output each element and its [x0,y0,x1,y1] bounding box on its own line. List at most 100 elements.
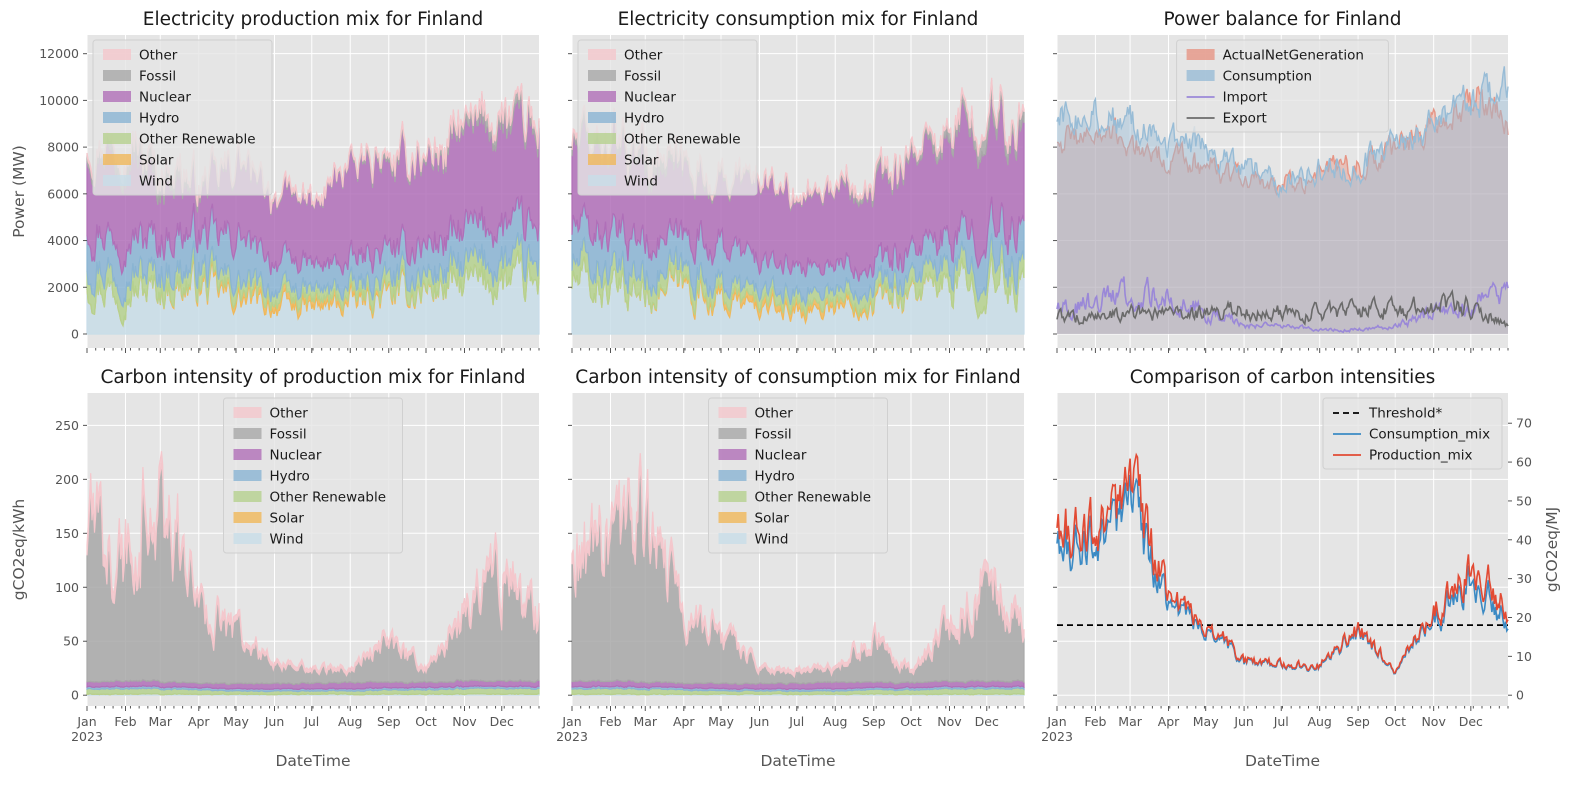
x-tick-label: Aug [823,714,847,729]
legend-label: Wind [755,532,789,548]
x-tick-label: Aug [338,714,362,729]
legend-swatch [103,49,131,60]
x-tick-label: Aug [1307,714,1331,729]
x-tick-label: Nov [937,714,962,729]
legend-swatch [718,470,747,481]
x-tick-label: Feb [1084,714,1106,729]
x-tick-label: Jul [1273,714,1289,729]
legend-label: Solar [139,153,174,169]
legend-swatch [588,70,616,81]
legend-label: Hydro [755,469,795,485]
legend-swatch [718,512,747,523]
legend: ActualNetGeneration Consumption Import Expo… [1176,39,1389,133]
x-tick-label: Oct [1384,714,1406,729]
chart-p5: Carbon intensity of consumption mix for … [556,367,1025,770]
y-tick-label: 0 [71,688,79,703]
x-axis-label: DateTime [1245,752,1320,770]
legend-swatch [233,491,262,502]
legend-swatch [1186,49,1215,60]
x-axis-label: DateTime [761,752,836,770]
legend-label: Other Renewable [624,132,741,148]
legend-label: Wind [270,532,304,548]
line-consumption [1056,66,1509,199]
x-tick-label: Jun [1233,714,1254,729]
legend-box [708,397,888,554]
y2-tick-label: 10 [1516,649,1532,664]
y-tick-label: 200 [55,472,79,487]
line-export [1056,288,1509,328]
legend-swatch [103,112,131,123]
x-tick-label: Sep [862,714,886,729]
legend-swatch [718,533,747,544]
x-tick-label: May [1193,714,1219,729]
y2-axis-label: gCO2eq/MJ [1543,507,1561,592]
legend-label: Other [139,48,178,64]
y2-tick-label: 60 [1516,455,1532,470]
legend-label: Other Renewable [139,132,256,148]
legend-swatch [588,91,616,102]
legend-label: Fossil [270,427,307,443]
y-tick-label: 10000 [39,93,79,108]
legend-label: Consumption [1223,69,1312,85]
legend-label: Other Renewable [270,490,387,506]
chart-title: Comparison of carbon intensities [1130,367,1436,388]
legend-label: Solar [270,511,305,527]
legend-swatch [103,154,131,165]
chart-title: Carbon intensity of production mix for F… [101,367,526,388]
legend-swatch [718,428,747,439]
chart-p3: Power balance for Finland ActualNetGenera… [1053,9,1509,353]
x-tick-label: Apr [1158,714,1180,729]
area-other [571,453,1025,679]
x-tick-label: Oct [900,714,922,729]
legend-label: Nuclear [755,448,807,464]
x-tick-label: Jun [264,714,285,729]
legend-swatch [1186,70,1215,81]
chart-title: Carbon intensity of consumption mix for … [575,367,1020,388]
x-year-label: 2023 [556,729,588,744]
chart-p2: Electricity consumption mix for Finland O… [568,9,1025,353]
line-actualnetgeneration [1056,85,1509,197]
x-tick-label: Sep [1346,714,1370,729]
legend-box [92,39,273,196]
y2-tick-label: 50 [1516,493,1532,508]
x-tick-label: Feb [599,714,621,729]
legend-label: Export [1223,111,1267,127]
legend-swatch [103,133,131,144]
chart-title: Electricity production mix for Finland [143,9,483,30]
legend-label: Other [755,406,794,422]
y-tick-label: 12000 [39,46,79,61]
line-import [1056,276,1509,334]
x-tick-label: May [708,714,734,729]
legend-swatch [233,470,262,481]
legend-swatch [103,70,131,81]
legend-label: Fossil [624,69,661,85]
legend-swatch [718,491,747,502]
legend-label: Fossil [139,69,176,85]
line-production_mix [1056,452,1509,674]
legend-box [1322,397,1503,470]
legend-swatch [588,133,616,144]
x-tick-label: Dec [490,714,514,729]
area-other [86,451,540,678]
legend-label: Other [270,406,309,422]
x-tick-label: Mar [148,714,172,729]
y-tick-label: 0 [71,326,79,341]
x-tick-label: Apr [673,714,695,729]
x-tick-label: May [223,714,249,729]
y2-tick-label: 70 [1516,416,1532,431]
chart-title: Power balance for Finland [1164,9,1402,30]
legend-label: Nuclear [270,448,322,464]
legend-label: Other Renewable [755,490,872,506]
legend-box [223,397,403,554]
legend-label: Hydro [139,111,179,127]
area-consumption [1057,66,1508,334]
legend-label: ActualNetGeneration [1223,48,1364,64]
legend-swatch [588,49,616,60]
y2-tick-label: 0 [1516,688,1524,703]
legend: Other Fossil Nuclear Hydro Other Renewable So… [92,39,273,196]
legend-swatch [588,112,616,123]
legend-swatch [588,175,616,186]
x-tick-label: Jan [1046,714,1066,729]
x-tick-label: Nov [452,714,477,729]
